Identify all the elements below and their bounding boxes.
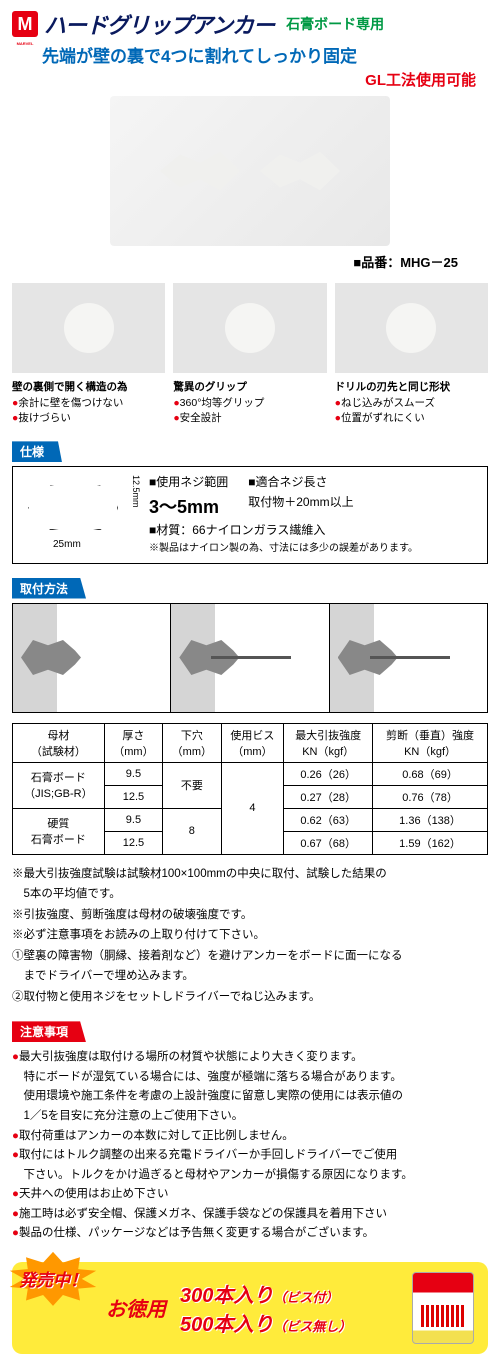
promo-line-1: 300本入り（ビス付） (180, 1279, 398, 1308)
promo-burst-icon: 発売中！ (8, 1252, 98, 1306)
feature-title: 驚異のグリップ (173, 379, 326, 394)
cautions: 最大引抜強度は取付ける場所の材質や状態により大きく変ります。特にボードが湿気てい… (12, 1048, 488, 1243)
note-line: ①壁裏の障害物（胴縁、接着剤など）を避けアンカーをボードに面一になる (12, 947, 488, 967)
material-note: ※製品はナイロン製の為、寸法には多少の誤差があります。 (149, 541, 477, 557)
note-line: 5本の平均値です。 (12, 885, 488, 905)
brand-logo: M (12, 11, 38, 37)
tagline: 先端が壁の裏で4つに割れてしっかり固定 (42, 42, 488, 67)
notes: ※最大引抜強度試験は試験材100×100mmの中央に取付、試験した結果の 5本の… (12, 865, 488, 1008)
gl-note: GL工法使用可能 (12, 69, 476, 90)
caution-line: 使用環境や施工条件を考慮の上設計強度に留意し実際の使用には表示値の (24, 1087, 489, 1107)
note-line: ※必ず注意事項をお読みの上取り付けて下さい。 (12, 926, 488, 946)
note-line: ※引抜強度、剪断強度は母材の破壊強度です。 (12, 906, 488, 926)
features-row: 壁の裏側で開く構造の為余計に壁を傷つけない抜けづらい驚異のグリップ360°均等グ… (12, 283, 488, 425)
spec-box: 12.5mm 25mm ■使用ネジ範囲 3～5mm ■適合ネジ長さ 取付物＋20… (12, 466, 488, 563)
product-subtitle: 石膏ボード専用 (286, 14, 384, 34)
caution-line: 下さい。トルクをかけ過ぎると母材やアンカーが損傷する原因になります。 (24, 1166, 489, 1186)
product-title: ハードグリップアンカー (44, 8, 274, 40)
caution-line: 製品の仕様、パッケージなどは予告無く変更する場合がございます。 (12, 1224, 488, 1244)
promo-banner: 発売中！ お徳用 300本入り（ビス付） 500本入り（ビス無し） (12, 1262, 488, 1354)
screw-range-label: ■使用ネジ範囲 (149, 473, 228, 492)
note-line: ②取付物と使用ネジをセットしドライバーでねじ込みます。 (12, 988, 488, 1008)
feature-item: 壁の裏側で開く構造の為余計に壁を傷つけない抜けづらい (12, 283, 165, 425)
feature-point: ねじ込みがスムーズ (335, 396, 488, 411)
spec-diagram: 12.5mm 25mm (23, 473, 133, 548)
promo-value-label: お徳用 (106, 1293, 166, 1322)
screw-range-value: 3～5mm (149, 493, 228, 522)
feature-image (173, 283, 326, 373)
spec-label: 仕様 (12, 441, 62, 462)
caution-line: 最大引抜強度は取付ける場所の材質や状態により大きく変ります。 (12, 1048, 488, 1068)
dimension-width: 25mm (53, 539, 81, 550)
caution-label: 注意事項 (12, 1021, 86, 1042)
feature-image (335, 283, 488, 373)
feature-point: 360°均等グリップ (173, 396, 326, 411)
note-line: までドライバーで埋め込みます。 (12, 967, 488, 987)
promo-line-2: 500本入り（ビス無し） (180, 1308, 398, 1337)
screw-length-label: ■適合ネジ長さ (248, 473, 353, 492)
dimension-height: 12.5mm (131, 475, 141, 508)
caution-line: 天井への使用はお止め下さい (12, 1185, 488, 1205)
caution-line: 特にボードが湿気ている場合には、強度が極端に落ちる場合があります。 (24, 1068, 489, 1088)
hero-image (110, 96, 390, 246)
feature-item: ドリルの刃先と同じ形状ねじ込みがスムーズ位置がずれにくい (335, 283, 488, 425)
header: M ハードグリップアンカー 石膏ボード専用 (12, 8, 488, 40)
feature-item: 驚異のグリップ 360°均等グリップ安全設計 (173, 283, 326, 425)
product-code: ■品番：MHG－25 (12, 252, 458, 271)
table-row: 石膏ボード（JIS;GB-R）9.5不要40.26（26）0.68（69） (13, 762, 488, 785)
feature-point: 抜けづらい (12, 411, 165, 426)
promo-product-image (412, 1272, 474, 1344)
promo-burst-text: 発売中！ (19, 1266, 87, 1291)
caution-line: 施工時は必ず安全帽、保護メガネ、保護手袋などの保護具を着用下さい (12, 1205, 488, 1225)
caution-line: 取付にはトルク調整の出来る充電ドライバーか手回しドライバーでご使用 (12, 1146, 488, 1166)
note-line: ※最大引抜強度試験は試験材100×100mmの中央に取付、試験した結果の (12, 865, 488, 885)
screw-length-value: 取付物＋20mm以上 (248, 493, 353, 512)
strength-table: 母材（試験材）厚さ（mm）下穴（mm）使用ビス（mm）最大引抜強度KN（kgf）… (12, 723, 488, 855)
install-diagram (12, 603, 488, 713)
caution-line: 取付荷重はアンカーの本数に対して正比例しません。 (12, 1127, 488, 1147)
feature-title: ドリルの刃先と同じ形状 (335, 379, 488, 394)
install-label: 取付方法 (12, 578, 86, 599)
feature-image (12, 283, 165, 373)
feature-title: 壁の裏側で開く構造の為 (12, 379, 165, 394)
caution-line: 1／5を目安に充分注意の上ご使用下さい。 (24, 1107, 489, 1127)
material-label: ■材質：66ナイロンガラス繊維入 (149, 521, 477, 540)
feature-point: 位置がずれにくい (335, 411, 488, 426)
feature-point: 余計に壁を傷つけない (12, 396, 165, 411)
feature-point: 安全設計 (173, 411, 326, 426)
